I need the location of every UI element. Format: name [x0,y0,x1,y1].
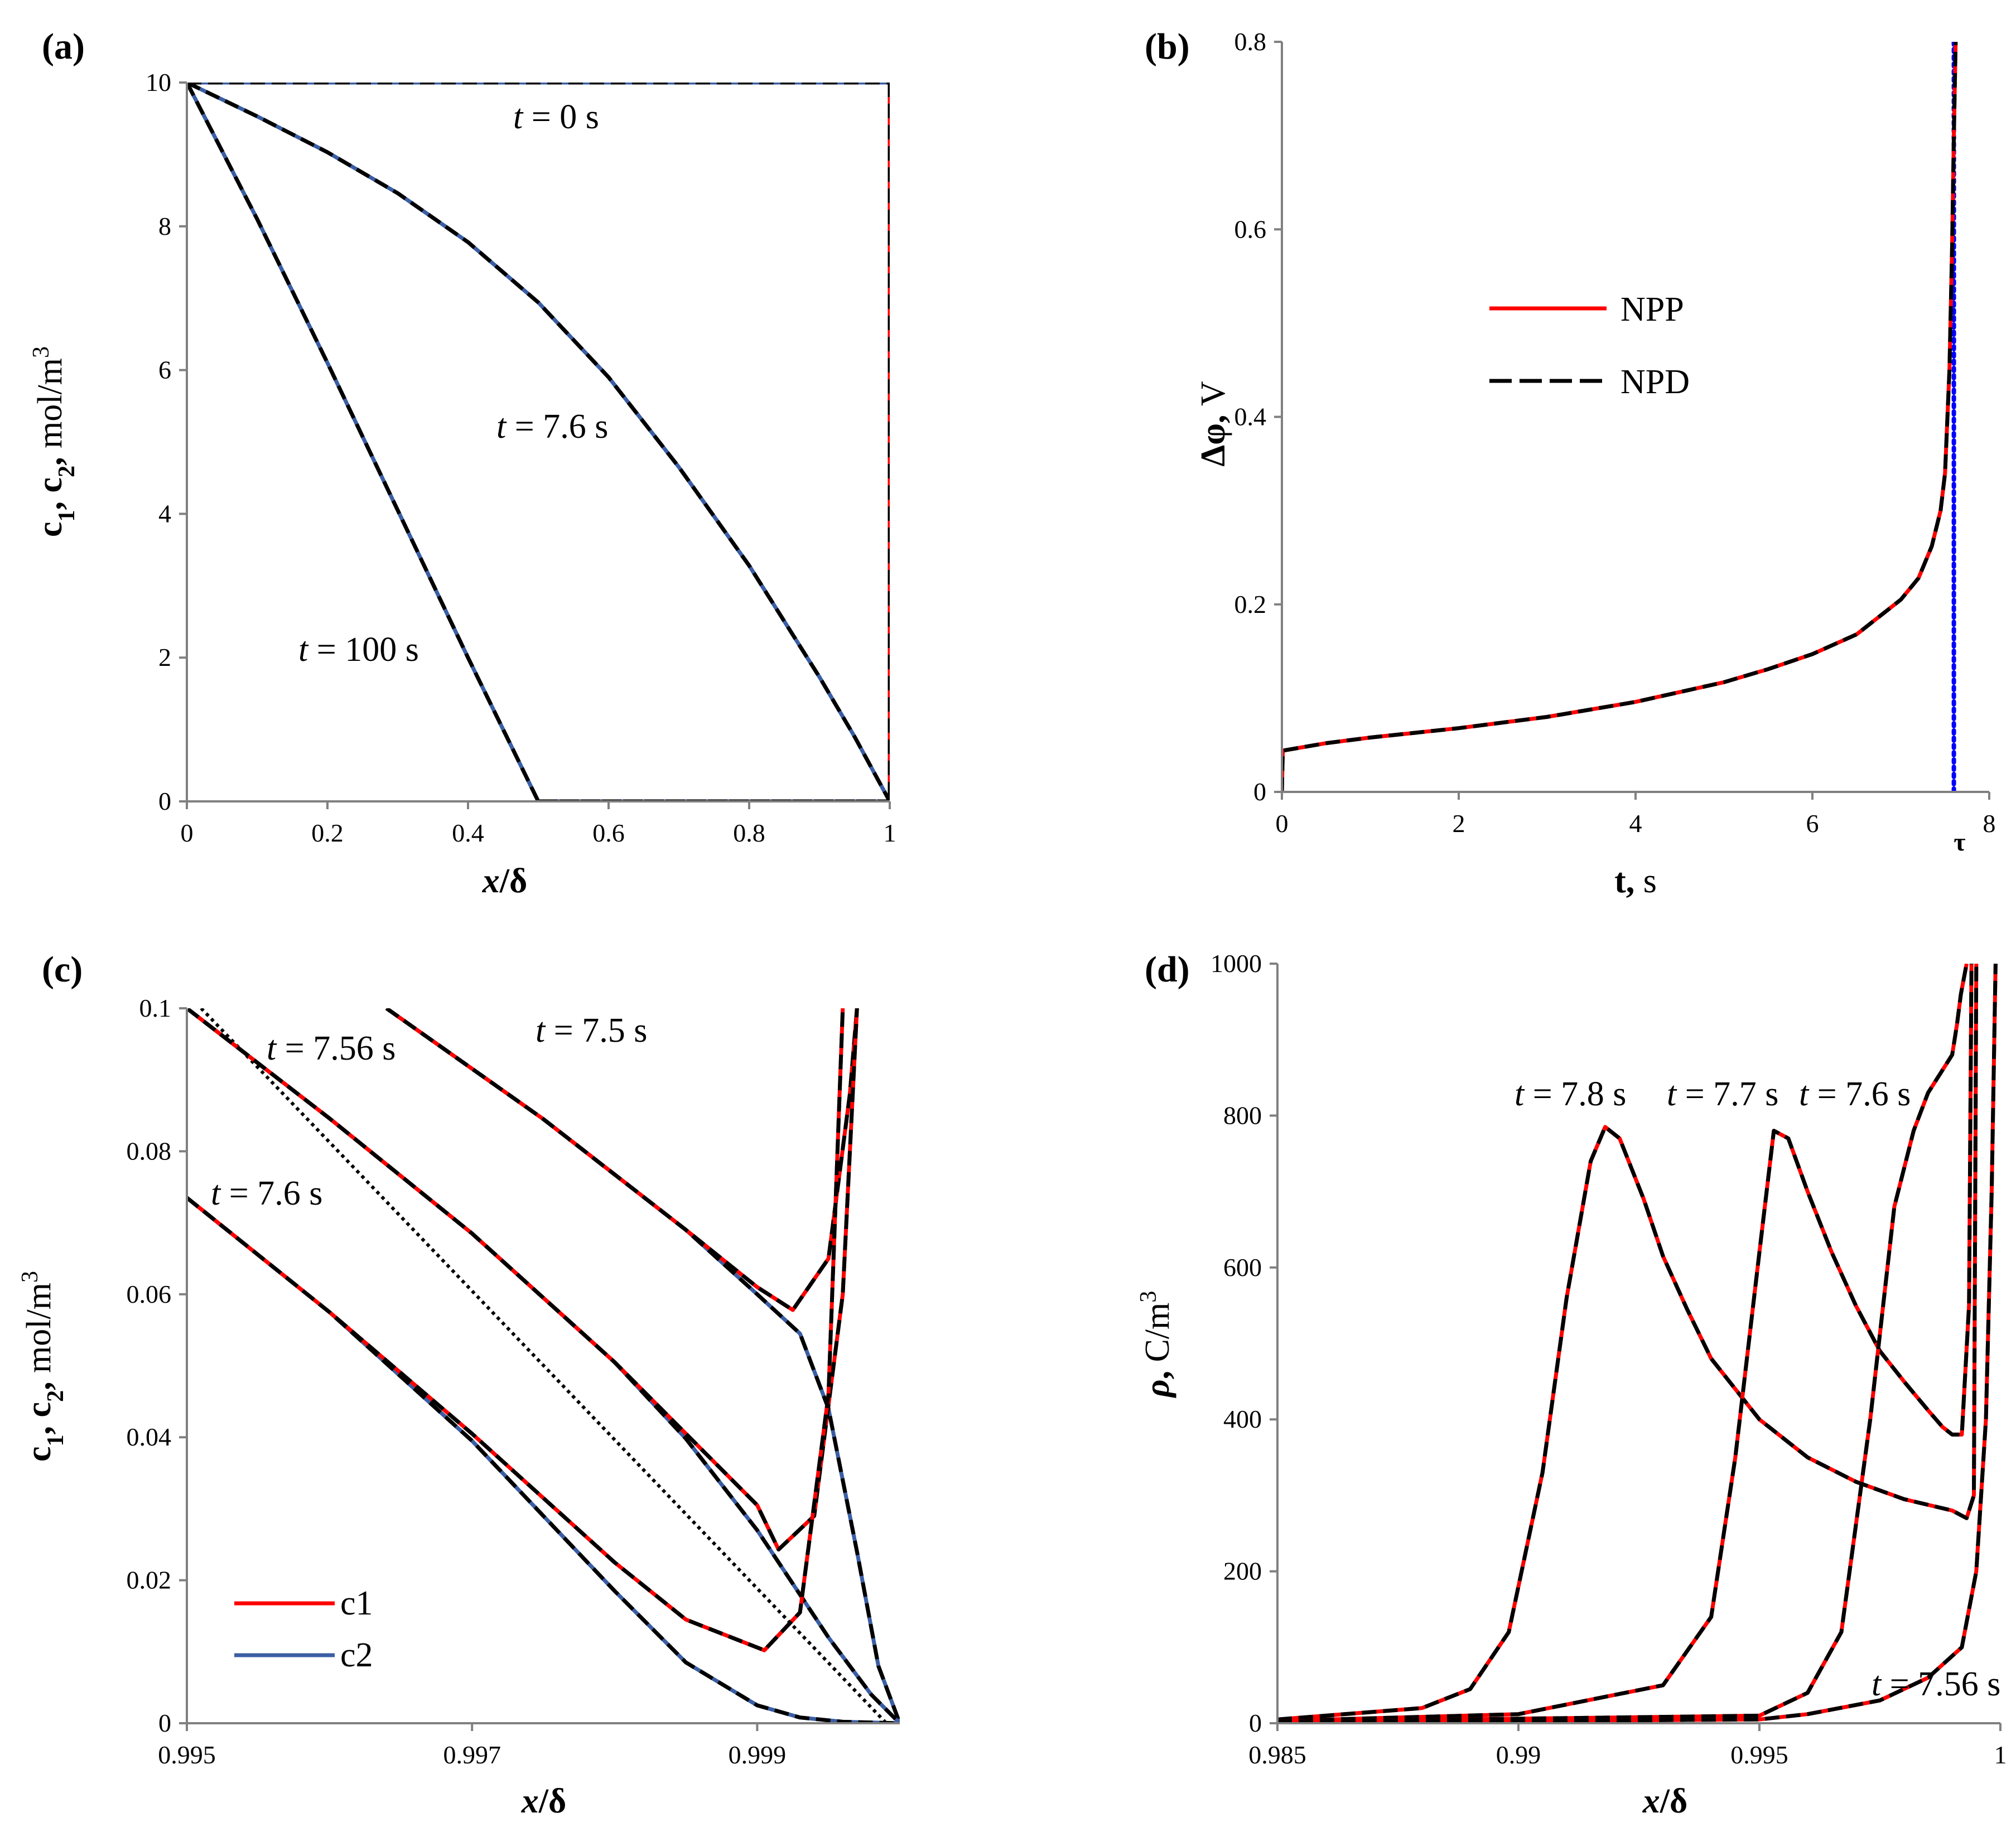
panel-d-annotation-t7.8: t = 7.8 s [1515,1075,1626,1113]
panel-d-x-axis-label: x/δ [1642,1782,1687,1820]
series-t7.5-c2 [385,1008,900,1723]
series-tttt7.56tt [1277,964,1998,1723]
panel-d-annotation-t7.6: t = 7.6 s [1799,1075,1911,1113]
x-tick-label: 0.995 [1730,1741,1788,1769]
series-t100 [187,83,890,801]
y-tick-label: 0 [158,787,171,815]
series-t7.5-c1 [385,1008,859,1312]
y-tick-label: 6 [158,356,171,384]
y-tick-label: 200 [1223,1557,1262,1585]
x-tick-label: 0 [181,819,194,847]
x-tick-label: 0.4 [452,819,484,847]
panel-c-legend: c1 c2 [234,1584,373,1674]
y-tick-label: 0.06 [127,1280,172,1308]
y-tick-label: 400 [1223,1405,1262,1433]
panel-a-annotation-t7.6: t = 7.6 s [496,408,608,446]
series-t7.5-c2-base [385,1008,900,1723]
panel-b: (b) 0 0.2 0.4 0.6 0.8 0 2 4 6 8 τ Δφ, V t, s NPP… [1145,26,1996,900]
series-npd [1282,42,1958,792]
x-tick-label: 6 [1806,809,1819,838]
x-tick-label: 0.995 [158,1741,216,1769]
x-tick-label: 0.8 [733,819,765,847]
x-tick-label: 4 [1629,809,1642,838]
y-tick-label: 0.1 [139,994,172,1022]
x-tick-label: 0.999 [729,1741,787,1769]
series-t7.5-c1-base [385,1008,859,1312]
y-tick-label: 0.4 [1234,403,1267,431]
panel-a: (a) 0 2 4 6 8 10 0 0.2 0.4 0.6 0.8 1 c1, c2, mol/m… [28,26,896,900]
y-tick-label: 0.08 [127,1137,172,1165]
panel-c-annotation-t7.56: t = 7.56 s [267,1029,396,1067]
panel-b-legend: NPP NPD [1489,291,1690,401]
y-tick-label: 800 [1223,1101,1262,1129]
x-tick-label: 0.6 [592,819,625,847]
x-tick-label: 0.99 [1496,1741,1541,1769]
series-steady-dotted [200,1008,889,1723]
panel-d: (d) 0 200 400 600 800 1000 0.985 0.99 0.995 1 ρ,… [1136,949,2007,1820]
panel-b-y-axis-label: Δφ, V [1194,381,1232,467]
panel-d-annotation-t7.56: t = 7.56 s [1872,1665,2000,1703]
x-tick-label: 1 [884,819,896,847]
panel-a-label: (a) [42,26,85,67]
series-npp [1282,42,1958,792]
series-t7.6-c2 [187,1196,900,1723]
y-tick-label: 0.02 [127,1566,172,1594]
y-tick-label: 10 [146,68,171,96]
y-tick-label: 0.2 [1234,590,1267,618]
panel-a-plot-area [187,83,890,801]
panel-c-annotation-t7.6: t = 7.6 s [211,1174,322,1212]
panel-c-y-axis-label: c1, c2, mol/m3 [17,1271,69,1462]
y-tick-label: 0.04 [127,1423,172,1451]
panel-c-label: (c) [42,949,83,990]
y-tick-label: 1000 [1210,949,1262,978]
x-tick-label: 0.2 [311,819,344,847]
series-t7.6-c1-base [187,1008,845,1652]
panel-d-annotation-t7.7: t = 7.7 s [1667,1075,1778,1113]
series-tttt7.8tt [1277,964,1979,1722]
y-tick-label: 8 [158,212,171,240]
series-tttt7.6tt [1277,964,1969,1723]
panel-b-x-axis-label: t, s [1614,862,1657,900]
panel-b-label: (b) [1145,26,1190,67]
panel-d-plot-area [1277,964,1998,1723]
series-t7.6 [187,83,890,801]
x-tick-label: 8 [1983,809,1996,838]
panel-c: (c) 0 0.02 0.04 0.06 0.08 0.1 0.995 0.997 0.999… [17,949,900,1820]
y-tick-label: 2 [158,643,171,671]
panel-a-x-axis-label: x/δ [482,862,527,900]
y-tick-label: 4 [158,499,171,528]
series-tttt7.7tt [1277,964,1974,1723]
x-tick-label: 1 [1994,1741,2007,1769]
legend-c2-label: c2 [340,1636,373,1674]
panel-b-plot-area [1282,42,1958,792]
panel-d-label: (d) [1145,949,1190,990]
x-tick-label: 2 [1453,809,1465,838]
y-tick-label: 0 [1249,1709,1262,1737]
legend-npd-label: NPD [1620,363,1690,401]
x-tick-label: 0.985 [1248,1741,1306,1769]
x-tick-label: 0.997 [443,1741,501,1769]
panel-a-annotation-t0: t = 0 s [513,98,599,136]
legend-c1-label: c1 [340,1584,373,1622]
panel-c-annotation-t7.5: t = 7.5 s [536,1012,647,1050]
panel-b-tau-label: τ [1954,828,1965,856]
x-tick-label: 0 [1276,809,1289,838]
panel-d-y-axis-label: ρ, C/m3 [1136,1291,1176,1399]
panel-c-plot-area [187,1008,900,1723]
y-tick-label: 0 [158,1709,171,1737]
legend-npp-label: NPP [1620,291,1684,328]
panel-c-x-axis-label: x/δ [521,1782,566,1820]
y-tick-label: 0.8 [1234,27,1267,56]
y-tick-label: 600 [1223,1253,1262,1282]
series-t7.6-c1 [187,1008,845,1652]
y-tick-label: 0 [1253,777,1266,806]
y-tick-label: 0.6 [1234,215,1267,243]
panel-a-annotation-t100: t = 100 s [298,631,419,669]
panel-a-y-axis-label: c1, c2, mol/m3 [28,346,80,537]
series-t7.6-c2-base [187,1196,900,1723]
